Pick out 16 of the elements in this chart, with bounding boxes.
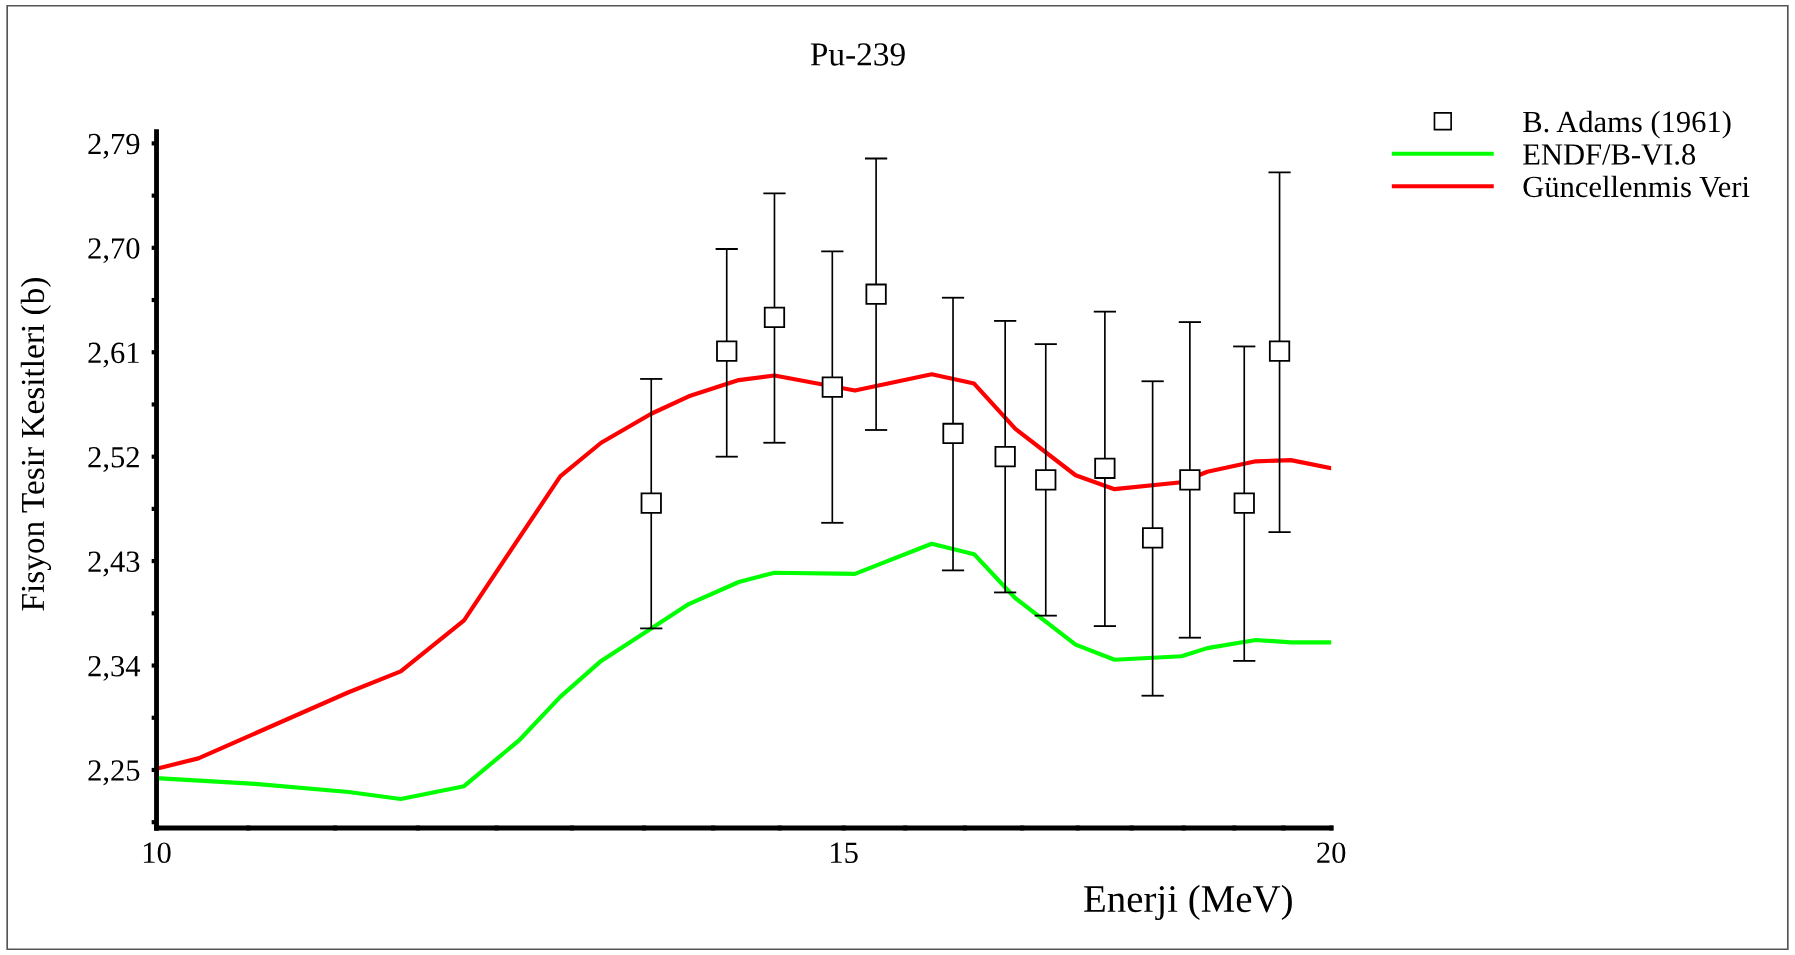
y-tick-label: 2,34: [88, 655, 141, 681]
x-tick-label: 10: [143, 842, 171, 864]
y-tick-label: 2,25: [88, 760, 140, 786]
y-tick-label: 2,52: [88, 447, 139, 472]
y-tick-label: 2,43: [88, 551, 140, 577]
legend-label: Güncellenmis Veri: [1523, 175, 1750, 198]
y-axis-title: Fisyon Tesir Kesitleri (b): [20, 278, 52, 611]
legend-label: ENDF/B-VI.8: [1523, 144, 1696, 165]
legend-label: B. Adams (1961): [1523, 110, 1731, 139]
chart-title: Pu-239: [810, 43, 905, 66]
x-axis-title: Enerji (MeV): [1084, 884, 1292, 921]
x-tick-label: 15: [831, 842, 858, 864]
y-tick-label: 2,61: [88, 342, 139, 368]
y-tick-label: 2,70: [88, 238, 140, 264]
y-tick-label: 2,79: [88, 133, 140, 159]
x-tick-label: 20: [1317, 842, 1346, 864]
